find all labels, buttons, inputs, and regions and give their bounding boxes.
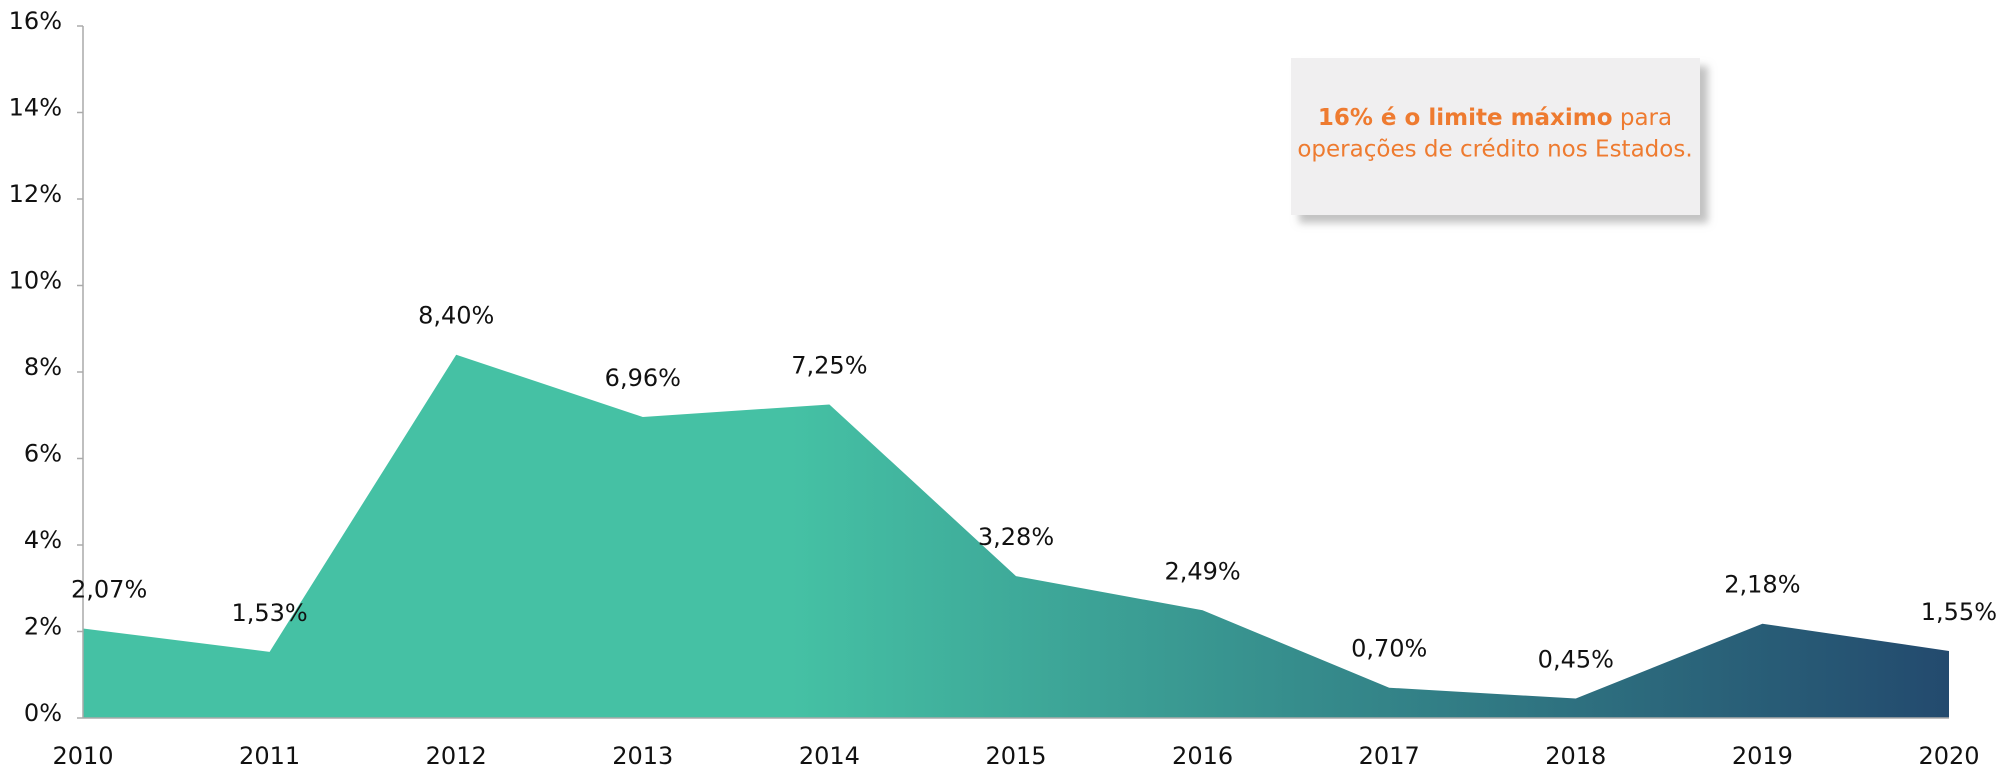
data-label: 6,96%	[605, 364, 681, 392]
annotation-bold: 16% é o limite máximo	[1318, 105, 1613, 131]
annotation-line1: 16% é o limite máximo para	[1318, 105, 1672, 131]
x-tick-label: 2017	[1359, 742, 1420, 770]
y-tick-label: 10%	[9, 267, 62, 295]
x-tick-label: 2019	[1732, 742, 1793, 770]
x-tick-label: 2016	[1172, 742, 1233, 770]
data-label: 2,18%	[1724, 571, 1800, 599]
data-label: 8,40%	[418, 302, 494, 330]
data-label: 0,70%	[1351, 635, 1427, 663]
y-tick-label: 8%	[24, 353, 62, 381]
y-tick-label: 4%	[24, 526, 62, 554]
annotation-text: para	[1620, 105, 1672, 131]
annotation-line2: operações de crédito nos Estados.	[1297, 137, 1692, 163]
data-label: 1,55%	[1921, 598, 1997, 626]
area	[83, 354, 1949, 718]
y-tick-label: 2%	[24, 613, 62, 641]
annotation-box	[1291, 58, 1700, 215]
x-tick-label: 2018	[1545, 742, 1606, 770]
x-tick-label: 2014	[799, 742, 860, 770]
data-label: 7,25%	[791, 351, 867, 379]
y-tick-label: 12%	[9, 180, 62, 208]
data-label: 1,53%	[231, 599, 307, 627]
y-tick-label: 6%	[24, 440, 62, 468]
x-tick-label: 2011	[239, 742, 300, 770]
x-tick-label: 2012	[426, 742, 487, 770]
x-tick-label: 2013	[612, 742, 673, 770]
data-label: 2,07%	[71, 575, 147, 603]
data-label: 0,45%	[1538, 646, 1614, 674]
x-tick-label: 2020	[1918, 742, 1979, 770]
y-tick-label: 14%	[9, 94, 62, 122]
y-tick-label: 0%	[24, 699, 62, 727]
x-tick-label: 2010	[52, 742, 113, 770]
data-label: 2,49%	[1164, 557, 1240, 585]
y-tick-label: 16%	[9, 7, 62, 35]
data-label: 3,28%	[978, 523, 1054, 551]
x-tick-label: 2015	[985, 742, 1046, 770]
